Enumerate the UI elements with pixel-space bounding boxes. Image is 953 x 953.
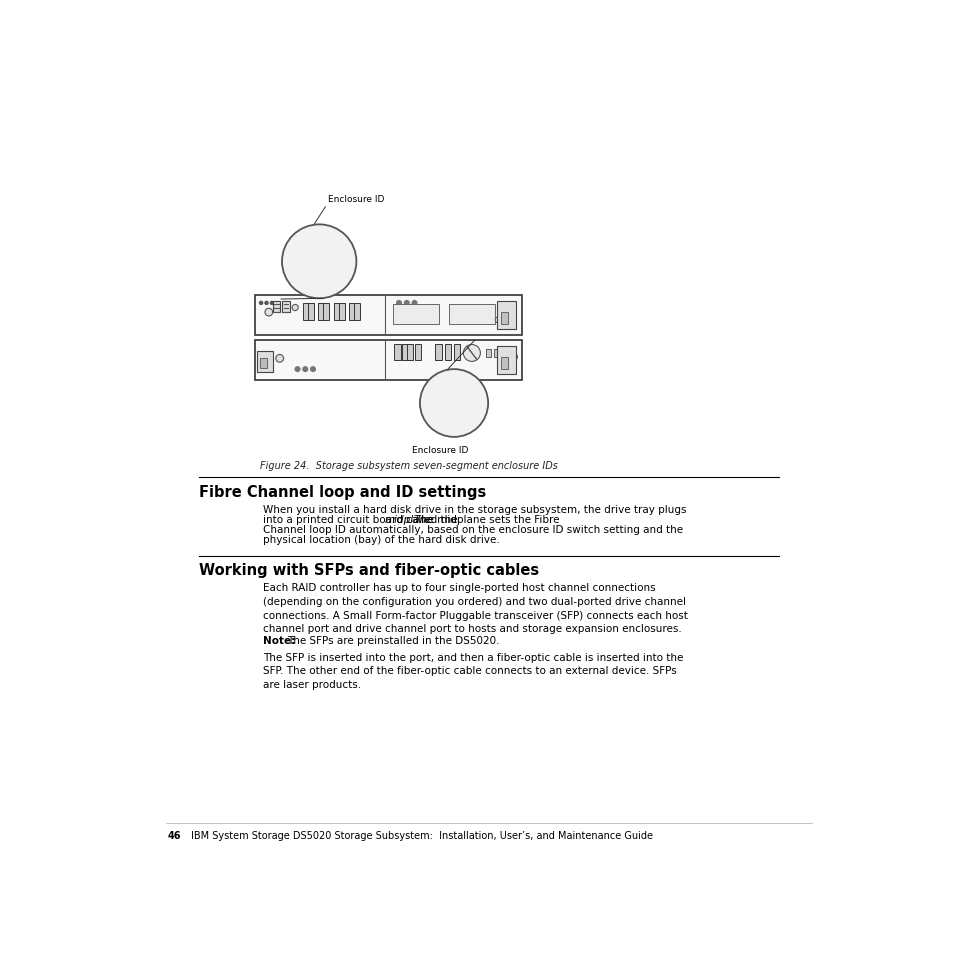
Text: Each RAID controller has up to four single-ported host channel connections
(depe: Each RAID controller has up to four sing… (262, 583, 687, 634)
Circle shape (259, 302, 262, 305)
Bar (393, 305, 439, 325)
Text: The SFP is inserted into the port, and then a fiber-optic cable is inserted into: The SFP is inserted into the port, and t… (262, 652, 682, 689)
Text: Figure 24.  Storage subsystem seven-segment enclosure IDs: Figure 24. Storage subsystem seven-segme… (260, 460, 558, 471)
Bar (497, 347, 516, 375)
Bar (493, 350, 498, 357)
Text: When you install a hard disk drive in the storage subsystem, the drive tray plug: When you install a hard disk drive in th… (262, 504, 685, 515)
Bar (354, 304, 360, 320)
Bar (303, 304, 309, 320)
Circle shape (511, 355, 517, 360)
Bar (485, 350, 491, 357)
Circle shape (303, 368, 307, 372)
Bar (500, 313, 508, 325)
FancyBboxPatch shape (297, 246, 340, 278)
Text: midplane: midplane (384, 515, 433, 524)
Bar (323, 304, 329, 320)
Text: physical location (bay) of the hard disk drive.: physical location (bay) of the hard disk… (262, 535, 498, 544)
Bar (435, 345, 441, 360)
Bar (282, 302, 290, 313)
Text: Channel loop ID automatically, based on the enclosure ID switch setting and the: Channel loop ID automatically, based on … (262, 524, 682, 535)
Text: into a printed circuit board called the: into a printed circuit board called the (262, 515, 460, 524)
Bar (500, 357, 508, 370)
Circle shape (275, 355, 283, 363)
Bar (415, 345, 420, 360)
Text: Enclosure ID: Enclosure ID (328, 194, 384, 204)
Circle shape (501, 355, 508, 360)
Circle shape (419, 370, 488, 437)
Bar (402, 345, 408, 360)
Bar (254, 340, 521, 380)
Circle shape (495, 317, 500, 324)
Circle shape (265, 302, 268, 305)
Bar (259, 358, 267, 369)
Bar (273, 302, 280, 313)
Bar (394, 345, 400, 360)
Circle shape (463, 345, 480, 362)
Circle shape (282, 225, 356, 299)
Circle shape (265, 309, 273, 316)
Text: Fibre Channel loop and ID settings: Fibre Channel loop and ID settings (199, 484, 486, 499)
Bar (257, 352, 273, 373)
Bar (334, 304, 340, 320)
Bar (444, 345, 451, 360)
Bar (406, 345, 413, 360)
Bar (338, 304, 344, 320)
Circle shape (294, 368, 299, 372)
Circle shape (412, 301, 416, 306)
Text: The SFPs are preinstalled in the DS5020.: The SFPs are preinstalled in the DS5020. (286, 635, 498, 645)
Circle shape (396, 301, 401, 306)
Text: IBM System Storage DS5020 Storage Subsystem:  Installation, User’s, and Maintena: IBM System Storage DS5020 Storage Subsys… (192, 830, 653, 840)
Bar (454, 345, 459, 360)
Text: Working with SFPs and fiber-optic cables: Working with SFPs and fiber-optic cables (199, 563, 538, 578)
Text: Enclosure ID: Enclosure ID (412, 445, 468, 454)
Text: 46: 46 (167, 830, 181, 840)
Circle shape (404, 301, 409, 306)
Bar (497, 302, 516, 330)
Bar (307, 304, 314, 320)
Bar (318, 304, 324, 320)
Bar (254, 295, 521, 335)
Bar (349, 304, 355, 320)
Bar (448, 305, 495, 325)
Circle shape (311, 368, 315, 372)
Text: Note:: Note: (262, 635, 294, 645)
Circle shape (292, 305, 298, 312)
Text: . The midplane sets the Fibre: . The midplane sets the Fibre (408, 515, 559, 524)
FancyBboxPatch shape (433, 389, 474, 418)
Circle shape (270, 302, 274, 305)
